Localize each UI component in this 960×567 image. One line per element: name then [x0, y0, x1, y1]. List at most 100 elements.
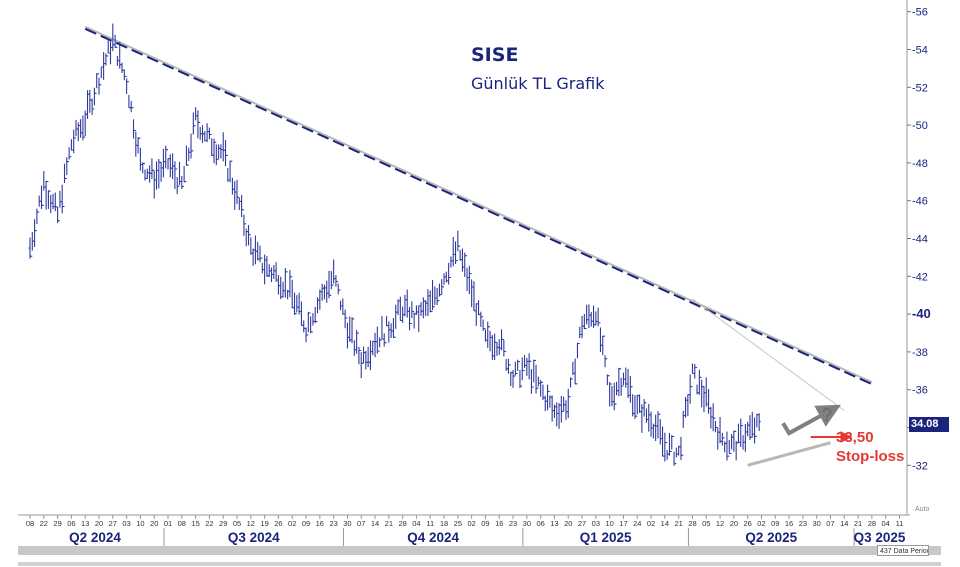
y-tick-label: -54 — [912, 44, 928, 56]
price-bar — [414, 305, 419, 315]
price-bar — [410, 301, 414, 324]
price-bar — [361, 346, 366, 364]
price-bar — [99, 66, 103, 86]
price-bar — [527, 353, 531, 380]
price-bar — [658, 413, 662, 445]
price-bar — [654, 414, 658, 442]
x-tick-label: 08 — [26, 519, 34, 528]
x-tick-label: 16 — [495, 519, 503, 528]
price-bar — [723, 437, 727, 453]
price-bar — [405, 289, 409, 318]
price-bar — [608, 375, 612, 407]
price-bar — [175, 168, 179, 195]
x-tick-label: 21 — [385, 519, 393, 528]
trendlines-layer — [84, 25, 873, 467]
price-bar — [148, 165, 152, 183]
price-bar — [693, 363, 697, 379]
price-bar — [741, 425, 745, 450]
price-bar — [161, 148, 166, 178]
price-bar — [274, 262, 278, 282]
price-bar — [194, 107, 198, 127]
price-bar — [578, 326, 582, 345]
price-bar — [210, 134, 214, 156]
price-bar — [33, 219, 37, 247]
price-bar — [476, 300, 481, 316]
y-tick-label: -44 — [912, 233, 928, 245]
price-bar — [642, 399, 646, 417]
price-bar — [338, 289, 343, 311]
price-bar — [104, 53, 108, 66]
price-bar — [589, 311, 593, 327]
price-bar — [407, 306, 412, 331]
y-tick-label: -46 — [912, 196, 928, 208]
y-tick-label: -56 — [912, 7, 928, 19]
price-bar — [697, 369, 701, 395]
price-bar — [102, 52, 106, 80]
price-bar — [672, 435, 676, 466]
price-bar — [598, 322, 603, 352]
quarter-label: Q1 2025 — [580, 530, 632, 545]
price-bar — [746, 421, 750, 437]
price-bar — [571, 361, 575, 380]
price-bar — [529, 360, 534, 394]
price-bar — [168, 154, 172, 178]
x-tick-label: 28 — [868, 519, 876, 528]
price-bar — [286, 271, 290, 300]
price-bar — [253, 235, 258, 265]
price-bar — [619, 368, 623, 396]
price-bar — [564, 400, 568, 420]
price-bar — [525, 357, 529, 376]
price-bar — [582, 313, 586, 330]
price-bar — [720, 432, 724, 446]
price-bar — [472, 281, 476, 312]
price-bar — [739, 418, 743, 447]
price-bar — [219, 144, 223, 159]
price-bar — [72, 129, 76, 154]
x-tick-label: 14 — [840, 519, 848, 528]
price-bar — [660, 426, 665, 457]
x-tick-label: 26 — [274, 519, 282, 528]
quarter-label: Q4 2024 — [407, 530, 459, 545]
price-bar — [251, 248, 255, 266]
price-bar — [152, 169, 156, 199]
price-bar — [357, 332, 361, 365]
x-tick-label: 12 — [716, 519, 724, 528]
support-line — [747, 441, 831, 467]
question-mark: ? — [822, 405, 833, 425]
data-period-box[interactable]: 437 Data Period — [877, 545, 929, 556]
price-bar — [198, 121, 202, 140]
price-bar — [122, 69, 126, 81]
price-bar — [46, 180, 51, 209]
x-tick-label: 20 — [564, 519, 572, 528]
x-tick-label: 21 — [674, 519, 682, 528]
price-bar — [306, 311, 310, 336]
price-bar — [424, 300, 428, 316]
price-bar — [536, 376, 540, 389]
price-bar — [511, 369, 515, 388]
price-bar — [37, 195, 41, 213]
price-bar — [548, 390, 552, 408]
price-bar — [709, 407, 713, 429]
price-bar — [53, 192, 57, 212]
price-bar — [495, 341, 499, 356]
price-bar — [108, 40, 113, 65]
annotation-layer — [781, 404, 853, 443]
price-bar — [467, 265, 471, 295]
price-bar — [463, 252, 467, 277]
y-tick-label: -50 — [912, 120, 928, 132]
price-bar — [79, 119, 83, 138]
price-bar — [69, 139, 74, 158]
scroll-band — [18, 546, 941, 555]
price-bar — [246, 225, 251, 246]
price-bar — [260, 257, 264, 274]
price-bar — [545, 384, 550, 411]
price-bar — [649, 411, 653, 437]
price-bar — [350, 317, 354, 344]
x-tick-label: 03 — [592, 519, 600, 528]
auto-scale-label[interactable]: Auto — [915, 506, 930, 513]
price-bar — [359, 350, 363, 379]
x-tick-label: 13 — [81, 519, 89, 528]
x-tick-label: 23 — [329, 519, 337, 528]
x-tick-label: 30 — [813, 519, 821, 528]
price-bar — [718, 417, 722, 444]
